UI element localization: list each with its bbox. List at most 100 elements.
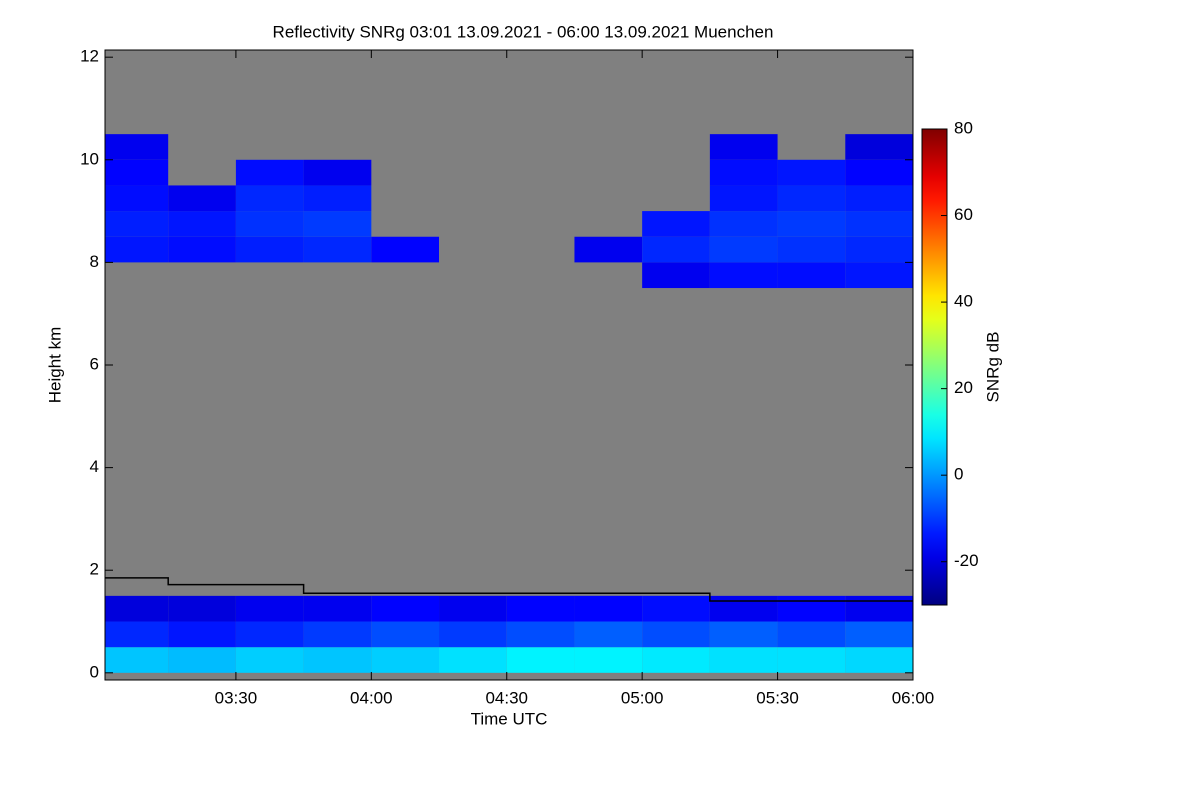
heatmap-cell: [709, 262, 778, 289]
chart-title: Reflectivity SNRg 03:01 13.09.2021 - 06:…: [273, 22, 774, 41]
heatmap-cell: [777, 595, 846, 622]
heatmap-cell: [168, 595, 236, 622]
y-axis-label: Height km: [45, 327, 64, 404]
heatmap-cell: [235, 211, 304, 237]
heatmap-cell: [105, 621, 169, 648]
heatmap-cell: [105, 185, 169, 212]
colorbar-label: SNRg dB: [983, 332, 1002, 403]
x-tick-label: 06:00: [892, 688, 935, 707]
heatmap-cell: [642, 236, 710, 263]
x-tick-label: 03:30: [215, 688, 258, 707]
heatmap-cell: [235, 595, 304, 622]
heatmap-cell: [574, 595, 643, 622]
heatmap-cell: [777, 211, 846, 237]
heatmap-cell: [777, 621, 846, 648]
heatmap-cell: [709, 647, 778, 673]
heatmap-cell: [168, 185, 236, 212]
height-line: [105, 577, 913, 602]
heatmap-cell: [439, 621, 507, 648]
heatmap-cell: [235, 647, 304, 673]
y-tick-label: 8: [90, 252, 99, 271]
heatmap-cell: [371, 647, 440, 673]
heatmap-cell: [777, 236, 846, 263]
heatmap-cell: [642, 595, 710, 622]
heatmap-cell: [105, 647, 169, 673]
plot-background: [105, 50, 913, 680]
heatmap-cell: [709, 236, 778, 263]
heatmap-cell: [777, 647, 846, 673]
heatmap-cell: [506, 647, 575, 673]
heatmap-cell: [168, 621, 236, 648]
heatmap-cell: [235, 185, 304, 212]
heatmap-cell: [845, 262, 913, 289]
colorbar: [921, 128, 948, 606]
colorbar-tick-label: 20: [954, 378, 973, 397]
heatmap-cell: [709, 595, 778, 622]
heatmap-cell: [235, 159, 304, 186]
x-tick-label: 04:00: [350, 688, 393, 707]
colorbar-tick-label: -20: [954, 551, 979, 570]
heatmap-cell: [574, 236, 643, 263]
heatmap-cell: [105, 236, 169, 263]
heatmap-cell: [845, 159, 913, 186]
heatmap-cell: [642, 211, 710, 237]
heatmap-cell: [574, 621, 643, 648]
heatmap-cell: [105, 595, 169, 622]
heatmap-cell: [642, 262, 710, 289]
colorbar-tick-label: 40: [954, 292, 973, 311]
heatmap-cell: [303, 159, 372, 186]
heatmap-cell: [303, 211, 372, 237]
heatmap-cell: [105, 211, 169, 237]
y-tick-label: 12: [80, 47, 99, 66]
heatmap-cell: [642, 621, 710, 648]
colorbar-tick-label: 0: [954, 465, 963, 484]
heatmap-cell: [709, 211, 778, 237]
heatmap-cell: [168, 211, 236, 237]
heatmap-cell: [168, 647, 236, 673]
heatmap-cell: [845, 134, 913, 160]
colorbar-tick-label: 60: [954, 205, 973, 224]
heatmap-cell: [709, 159, 778, 186]
x-tick-label: 04:30: [485, 688, 528, 707]
heatmap-cell: [303, 621, 372, 648]
x-tick-label: 05:30: [756, 688, 799, 707]
heatmap-cell: [303, 236, 372, 263]
heatmap-cell: [439, 595, 507, 622]
heatmap-cell: [709, 621, 778, 648]
heatmap-cell: [439, 647, 507, 673]
heatmap-cell: [105, 134, 169, 160]
heatmap-cell: [777, 159, 846, 186]
heatmap-cell: [845, 647, 913, 673]
heatmap-cell: [506, 595, 575, 622]
heatmap-cell: [303, 185, 372, 212]
heatmap-cell: [709, 185, 778, 212]
heatmap-cell: [235, 621, 304, 648]
heatmap-cell: [235, 236, 304, 263]
heatmap-cell: [574, 647, 643, 673]
y-tick-label: 0: [90, 662, 99, 681]
heatmap-cell: [506, 621, 575, 648]
heatmap-cell: [845, 211, 913, 237]
y-tick-label: 2: [90, 560, 99, 579]
heatmap-cell: [303, 595, 372, 622]
y-tick-label: 4: [90, 457, 99, 476]
heatmap-cell: [709, 134, 778, 160]
x-tick-label: 05:00: [621, 688, 664, 707]
heatmap-cell: [371, 595, 440, 622]
heatmap-cell: [642, 647, 710, 673]
heatmap-cell: [371, 621, 440, 648]
heatmap-cell: [845, 185, 913, 212]
heatmap-cell: [371, 236, 440, 263]
y-tick-label: 6: [90, 354, 99, 373]
heatmap-cell: [777, 185, 846, 212]
heatmap-cell: [845, 595, 913, 622]
heatmap-cell: [845, 236, 913, 263]
colorbar-tick-label: 80: [954, 118, 973, 137]
heatmap-cell: [168, 236, 236, 263]
heatmap-cell: [845, 621, 913, 648]
x-axis-label: Time UTC: [471, 709, 548, 728]
y-tick-label: 10: [80, 149, 99, 168]
heatmap-cell: [105, 159, 169, 186]
heatmap-cell: [303, 647, 372, 673]
